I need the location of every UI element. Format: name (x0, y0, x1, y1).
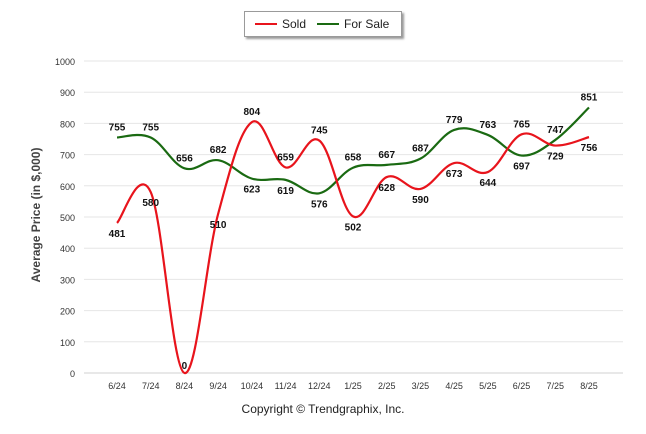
x-tick-label: 7/25 (547, 381, 565, 391)
data-label: 580 (142, 198, 159, 209)
data-label: 779 (446, 115, 463, 126)
legend-swatch-sold (255, 23, 277, 25)
x-tick-label: 11/24 (275, 381, 297, 391)
data-label: 765 (513, 119, 530, 130)
x-tick-label: 7/24 (142, 381, 160, 391)
data-label: 755 (109, 122, 126, 133)
series-line-sold (116, 120, 590, 375)
x-tick-label: 8/24 (176, 381, 194, 391)
data-labels: 481 580 0 510 804 659 745 502 628 590 673 644 765 729… (109, 92, 598, 372)
y-tick-label: 300 (60, 275, 75, 285)
y-tick-label: 200 (60, 307, 75, 317)
data-label: 628 (378, 183, 395, 194)
data-label: 697 (513, 162, 530, 173)
y-axis-label: Average Price (in $,000) (29, 147, 43, 283)
y-tick-label: 700 (60, 151, 75, 161)
chart-series (116, 106, 590, 375)
data-label: 510 (210, 220, 227, 231)
y-tick-label: 500 (60, 213, 75, 223)
copyright-text: Copyright © Trendgraphix, Inc. (241, 402, 405, 416)
x-tick-label: 1/25 (344, 381, 362, 391)
x-tick-label: 6/24 (108, 381, 126, 391)
y-tick-label: 600 (60, 182, 75, 192)
legend-label-for-sale: For Sale (344, 17, 390, 31)
data-label: 619 (277, 186, 294, 197)
data-label: 667 (378, 150, 395, 161)
x-tick-label: 5/25 (479, 381, 497, 391)
data-label: 673 (446, 169, 463, 180)
x-tick-label: 10/24 (241, 381, 264, 391)
data-label: 745 (311, 126, 328, 137)
legend-item-for-sale[interactable]: For Sale (317, 12, 389, 36)
data-label: 576 (311, 199, 328, 210)
data-label: 804 (244, 107, 261, 118)
y-tick-label: 400 (60, 244, 75, 254)
y-axis-ticks: 0 100 200 300 400 500 600 700 800 900 1000 (55, 57, 75, 379)
data-label: 658 (345, 153, 362, 164)
legend-item-sold[interactable]: Sold (255, 12, 306, 36)
data-label: 481 (109, 229, 126, 240)
x-tick-label: 2/25 (378, 381, 396, 391)
data-label: 755 (142, 122, 159, 133)
data-label: 851 (581, 92, 598, 103)
data-label: 729 (547, 152, 564, 163)
data-label: 502 (345, 222, 362, 233)
data-label: 682 (210, 145, 227, 156)
data-label: 659 (277, 152, 294, 163)
series-line-for-sale (116, 106, 590, 195)
data-label: 747 (547, 125, 564, 136)
data-label: 623 (244, 185, 261, 196)
data-label: 687 (412, 144, 429, 155)
y-tick-label: 0 (70, 369, 75, 379)
x-tick-label: 9/24 (209, 381, 227, 391)
x-tick-label: 3/25 (412, 381, 430, 391)
y-tick-label: 900 (60, 88, 75, 98)
data-label: 756 (581, 143, 598, 154)
data-label: 763 (480, 120, 497, 131)
data-label: 0 (182, 361, 188, 372)
x-axis-ticks: 6/24 7/24 8/24 9/24 10/24 11/24 12/24 1/25 2/25 3… (108, 381, 598, 391)
x-tick-label: 6/25 (513, 381, 531, 391)
y-tick-label: 800 (60, 119, 75, 129)
legend-label-sold: Sold (282, 17, 307, 31)
data-label: 644 (480, 178, 497, 189)
legend: Sold For Sale (244, 11, 402, 37)
legend-swatch-for-sale (317, 23, 339, 25)
y-tick-label: 100 (60, 338, 75, 348)
x-tick-label: 8/25 (580, 381, 598, 391)
x-tick-label: 4/25 (445, 381, 463, 391)
y-tick-label: 1000 (55, 57, 75, 67)
x-tick-label: 12/24 (308, 381, 331, 391)
data-label: 590 (412, 195, 429, 206)
data-label: 656 (176, 153, 193, 164)
